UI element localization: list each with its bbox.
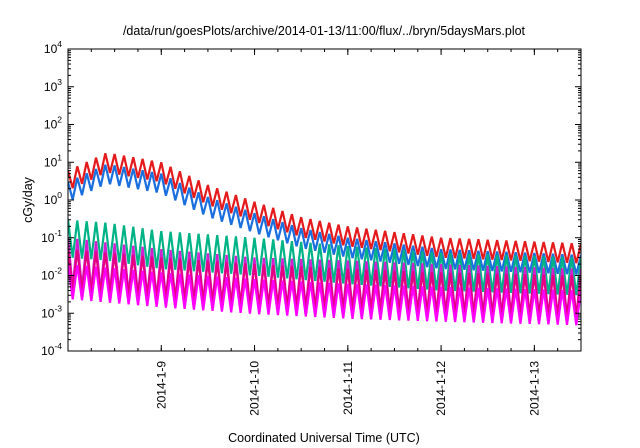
series-line-3 [68, 219, 581, 296]
series-line-2 [68, 164, 581, 275]
y-tick-label: 103 [44, 77, 62, 94]
series-layer [68, 153, 581, 326]
y-axis: 10-4 10-3 10-2 10-1 100 101 102 103 104 [41, 39, 581, 358]
y-tick-label: 101 [44, 152, 62, 169]
x-tick-label: 2014-1-12 [434, 361, 448, 416]
x-axis-label: Coordinated Universal Time (UTC) [228, 431, 420, 445]
x-tick-label: 2014-1-11 [341, 361, 355, 415]
x-axis: 2014-1-9 2014-1-10 2014-1-11 2014-1-12 2014-… [67, 49, 582, 416]
y-tick-label: 100 [44, 190, 62, 207]
series-line-6 [68, 263, 581, 326]
y-tick-label: 10-1 [41, 228, 62, 245]
y-tick-label: 102 [44, 115, 62, 132]
y-tick-label: 104 [44, 39, 62, 56]
y-tick-label: 10-2 [41, 266, 62, 283]
chart-title: /data/run/goesPlots/archive/2014-01-13/1… [123, 24, 526, 38]
x-tick-label: 2014-1-13 [527, 361, 541, 416]
series-line-1 [68, 153, 581, 264]
y-tick-label: 10-3 [41, 303, 62, 320]
y-axis-label: cGy/day [21, 176, 35, 223]
x-tick-label: 2014-1-9 [154, 361, 168, 409]
series-line-5 [68, 248, 581, 317]
y-tick-label: 10-4 [41, 341, 62, 358]
x-tick-label: 2014-1-10 [248, 361, 262, 416]
